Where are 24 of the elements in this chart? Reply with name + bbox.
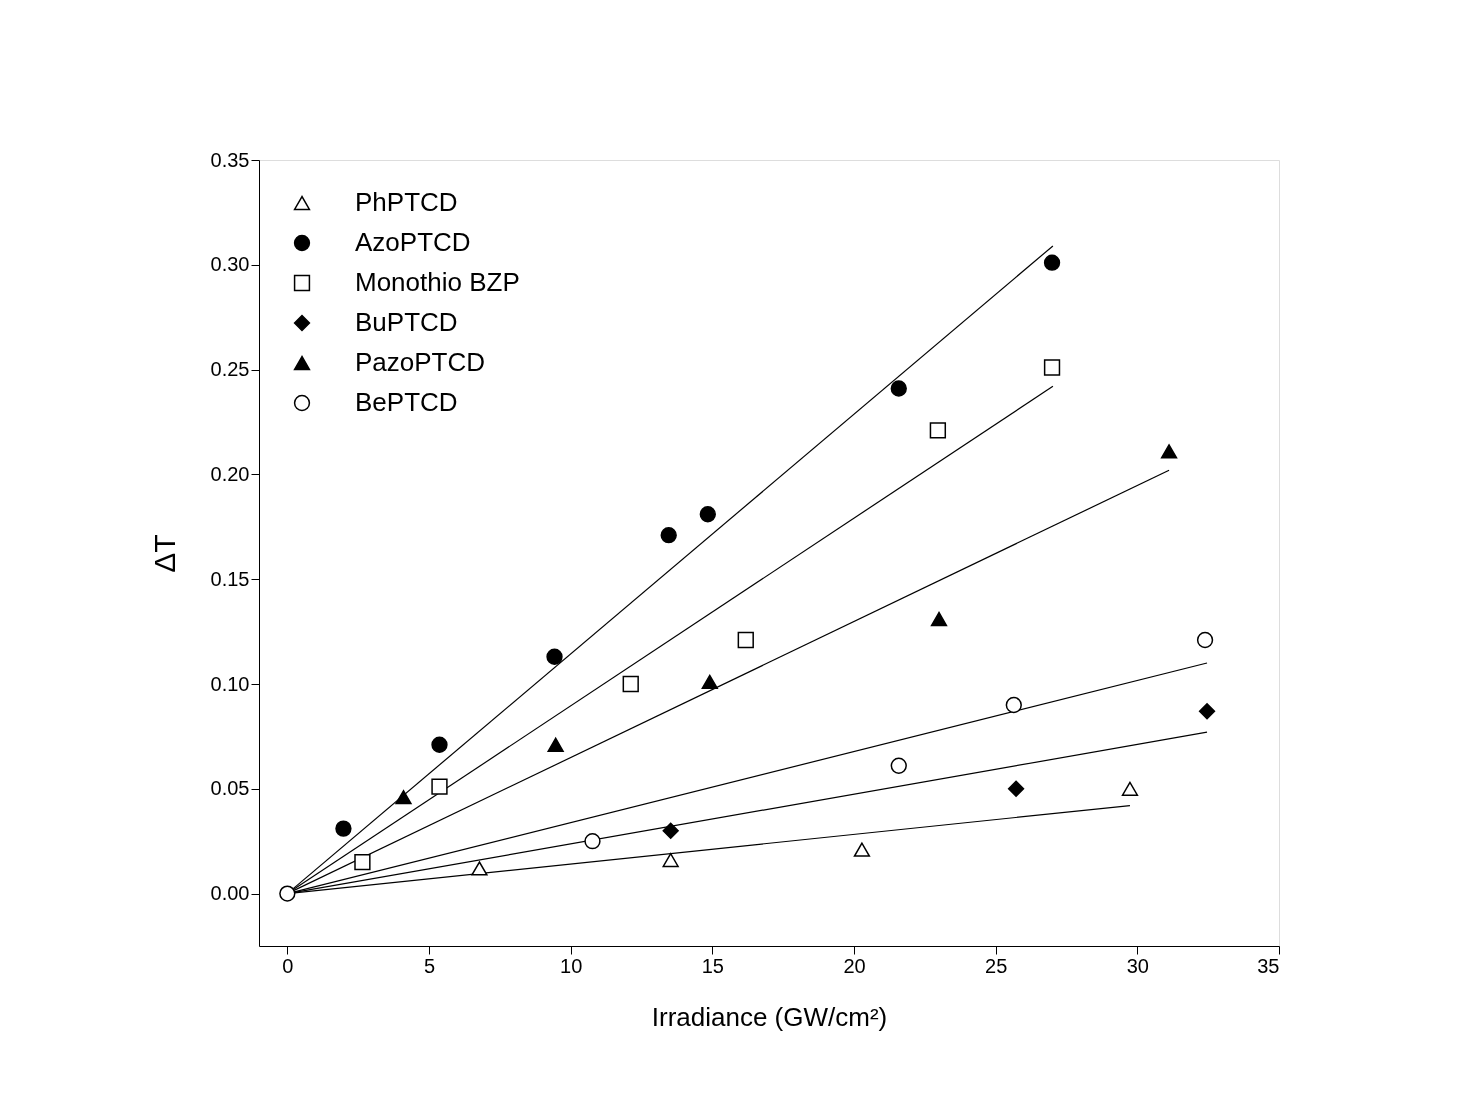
legend-label: Monothio BZP — [355, 267, 520, 297]
y-tick-label: 0.20 — [210, 462, 250, 485]
y-tick-label: 0.05 — [210, 777, 250, 800]
x-tick-label: 5 — [423, 954, 436, 977]
x-tick-label: 0 — [282, 954, 294, 977]
y-tick-label: 0.35 — [210, 148, 250, 171]
y-tick-label: 0.15 — [210, 567, 250, 590]
x-tick-label: 30 — [1126, 954, 1149, 977]
y-tick-label: 0.00 — [210, 882, 250, 905]
legend-label: BePTCD — [355, 387, 458, 417]
legend-label: PazoPTCD — [355, 347, 486, 377]
x-tick-label: 15 — [701, 954, 724, 977]
x-tick-label: 25 — [985, 954, 1008, 977]
legend-label: PhPTCD — [355, 187, 458, 217]
x-axis-title: Irradiance (GW/cm²) — [651, 1001, 888, 1032]
x-tick-label: 20 — [843, 954, 866, 977]
x-tick-label: 35 — [1257, 954, 1280, 977]
legend-label: AzoPTCD — [355, 227, 471, 257]
legend-label: BuPTCD — [355, 307, 458, 337]
y-tick-label: 0.25 — [210, 358, 250, 381]
y-tick-label: 0.30 — [210, 253, 250, 276]
y-axis-title: ΔT — [147, 534, 181, 573]
x-tick-label: 10 — [560, 954, 583, 977]
y-tick-label: 0.10 — [210, 672, 250, 695]
